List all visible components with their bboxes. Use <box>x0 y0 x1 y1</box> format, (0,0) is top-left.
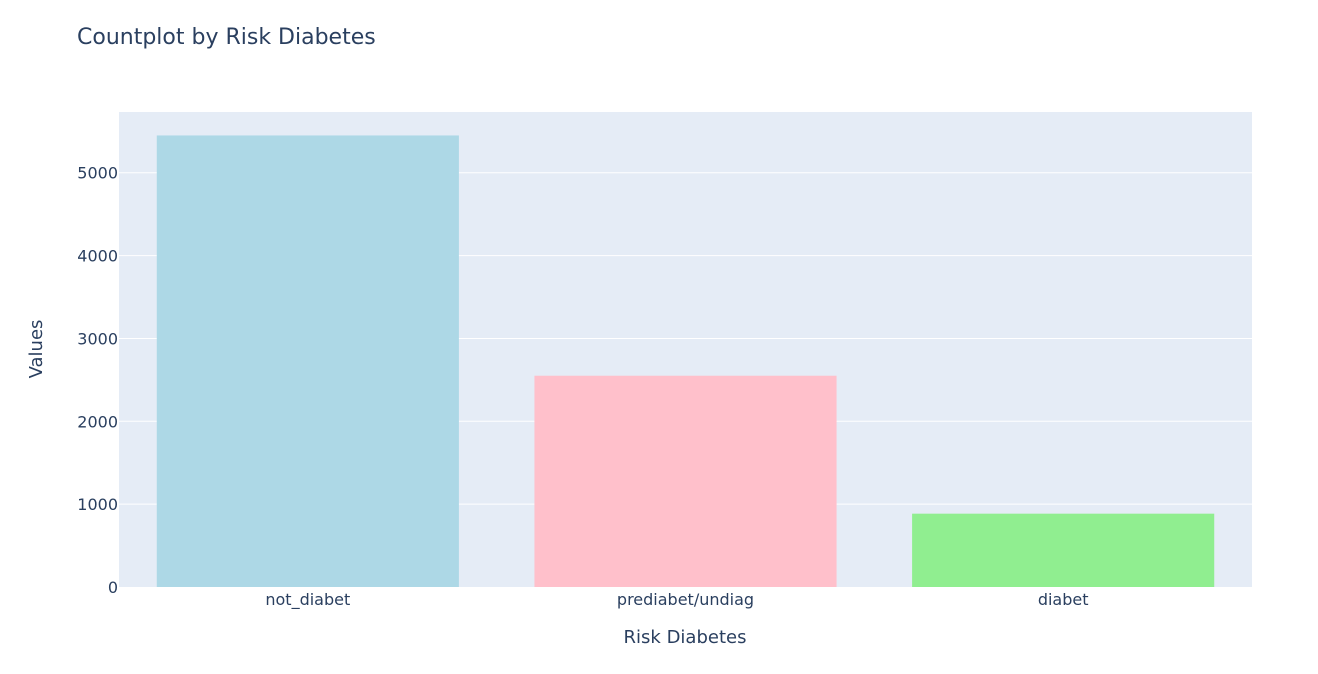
y-tick-label: 3000 <box>77 329 118 348</box>
x-tick-label: prediabet/undiag <box>617 590 754 609</box>
y-tick-label: 5000 <box>77 164 118 183</box>
y-tick-label: 1000 <box>77 495 118 514</box>
y-tick-label: 2000 <box>77 412 118 431</box>
x-axis-ticks: not_diabet prediabet/undiag diabet <box>265 590 1088 610</box>
x-tick-label: not_diabet <box>265 590 350 610</box>
y-tick-label: 4000 <box>77 247 118 266</box>
y-axis-title: Values <box>26 320 47 379</box>
bar-not-diabet[interactable] <box>156 135 459 588</box>
y-axis-ticks: 0 1000 2000 3000 4000 5000 <box>77 164 118 597</box>
chart-title: Countplot by Risk Diabetes <box>77 25 376 50</box>
x-axis-title: Risk Diabetes <box>624 627 747 648</box>
y-tick-label: 0 <box>108 578 118 597</box>
x-tick-label: diabet <box>1038 590 1089 609</box>
bar-diabet[interactable] <box>912 513 1215 587</box>
bar-prediabet-undiag[interactable] <box>534 375 837 587</box>
bars <box>156 135 1215 588</box>
